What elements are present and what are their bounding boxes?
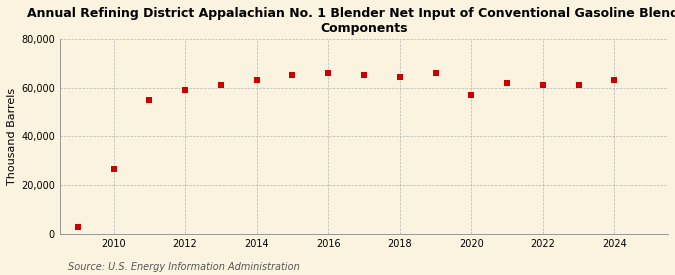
Point	[430, 71, 441, 75]
Point	[287, 73, 298, 78]
Point	[466, 93, 477, 97]
Point	[215, 83, 226, 87]
Text: Source: U.S. Energy Information Administration: Source: U.S. Energy Information Administ…	[68, 262, 299, 272]
Point	[609, 78, 620, 82]
Point	[502, 81, 512, 85]
Point	[573, 83, 584, 87]
Point	[108, 167, 119, 172]
Point	[394, 75, 405, 79]
Point	[537, 83, 548, 87]
Title: Annual Refining District Appalachian No. 1 Blender Net Input of Conventional Gas: Annual Refining District Appalachian No.…	[27, 7, 675, 35]
Point	[251, 78, 262, 82]
Point	[144, 98, 155, 102]
Point	[323, 71, 333, 75]
Point	[180, 88, 190, 92]
Point	[358, 73, 369, 78]
Point	[72, 225, 83, 229]
Y-axis label: Thousand Barrels: Thousand Barrels	[7, 88, 17, 185]
